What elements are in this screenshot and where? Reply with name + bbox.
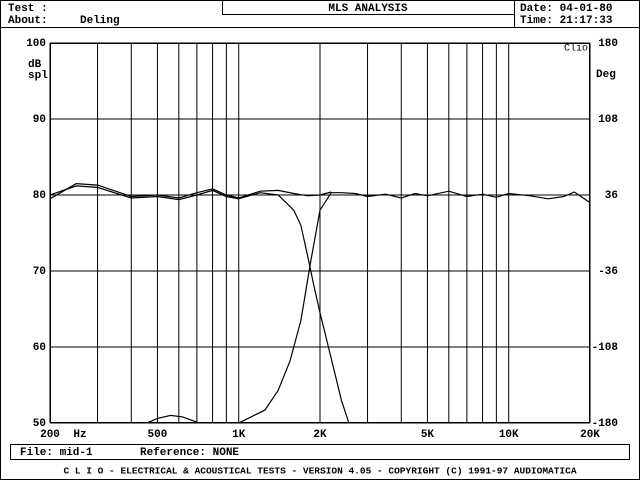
y2-tick-label: -180	[592, 418, 618, 430]
x-tick-label: 5K	[421, 429, 435, 441]
y-tick-label: 100	[26, 38, 46, 50]
y-tick-label: 80	[33, 190, 46, 202]
file: File: mid-1	[20, 447, 93, 459]
y-tick-label: 60	[33, 342, 46, 354]
banner: C L I O - ELECTRICAL & ACOUSTICAL TESTS …	[63, 466, 576, 477]
y-tick-label: 70	[33, 266, 46, 278]
curves	[50, 182, 590, 423]
y2-tick-label: 108	[598, 114, 618, 126]
date: Date: 04-01-80	[520, 3, 612, 15]
x-tick-label: 10K	[499, 429, 519, 441]
y2-tick-label: -36	[598, 266, 618, 278]
x-tick-label: 500	[148, 429, 168, 441]
y2-label: Deg	[596, 69, 616, 81]
response-curve	[145, 414, 198, 423]
y-tick-label: 90	[33, 114, 46, 126]
file-box	[10, 444, 630, 460]
test-label: Test :	[8, 3, 48, 15]
x-tick-label: 1K	[232, 429, 246, 441]
response-curve	[238, 190, 590, 423]
y2-tick-label: 36	[605, 190, 618, 202]
y-label: dB	[28, 59, 42, 71]
response-curve	[50, 182, 332, 200]
x-unit: Hz	[73, 429, 86, 441]
y2-tick-label: -108	[592, 342, 619, 354]
time: Time: 21:17:33	[520, 15, 613, 27]
response-curve	[50, 185, 350, 423]
x-tick-label: 20K	[580, 429, 600, 441]
plot-frame	[50, 43, 590, 423]
y2-tick-label: 180	[598, 38, 618, 50]
x-tick-label: 200	[40, 429, 60, 441]
x-tick-label: 2K	[313, 429, 327, 441]
about-value: Deling	[80, 15, 120, 27]
title: MLS ANALYSIS	[328, 3, 408, 15]
y-tick-label: 50	[33, 418, 46, 430]
y-label: spl	[28, 70, 48, 82]
reference: Reference: NONE	[140, 447, 239, 459]
about-label: About:	[8, 15, 48, 27]
corner-label: Clio	[564, 43, 588, 55]
